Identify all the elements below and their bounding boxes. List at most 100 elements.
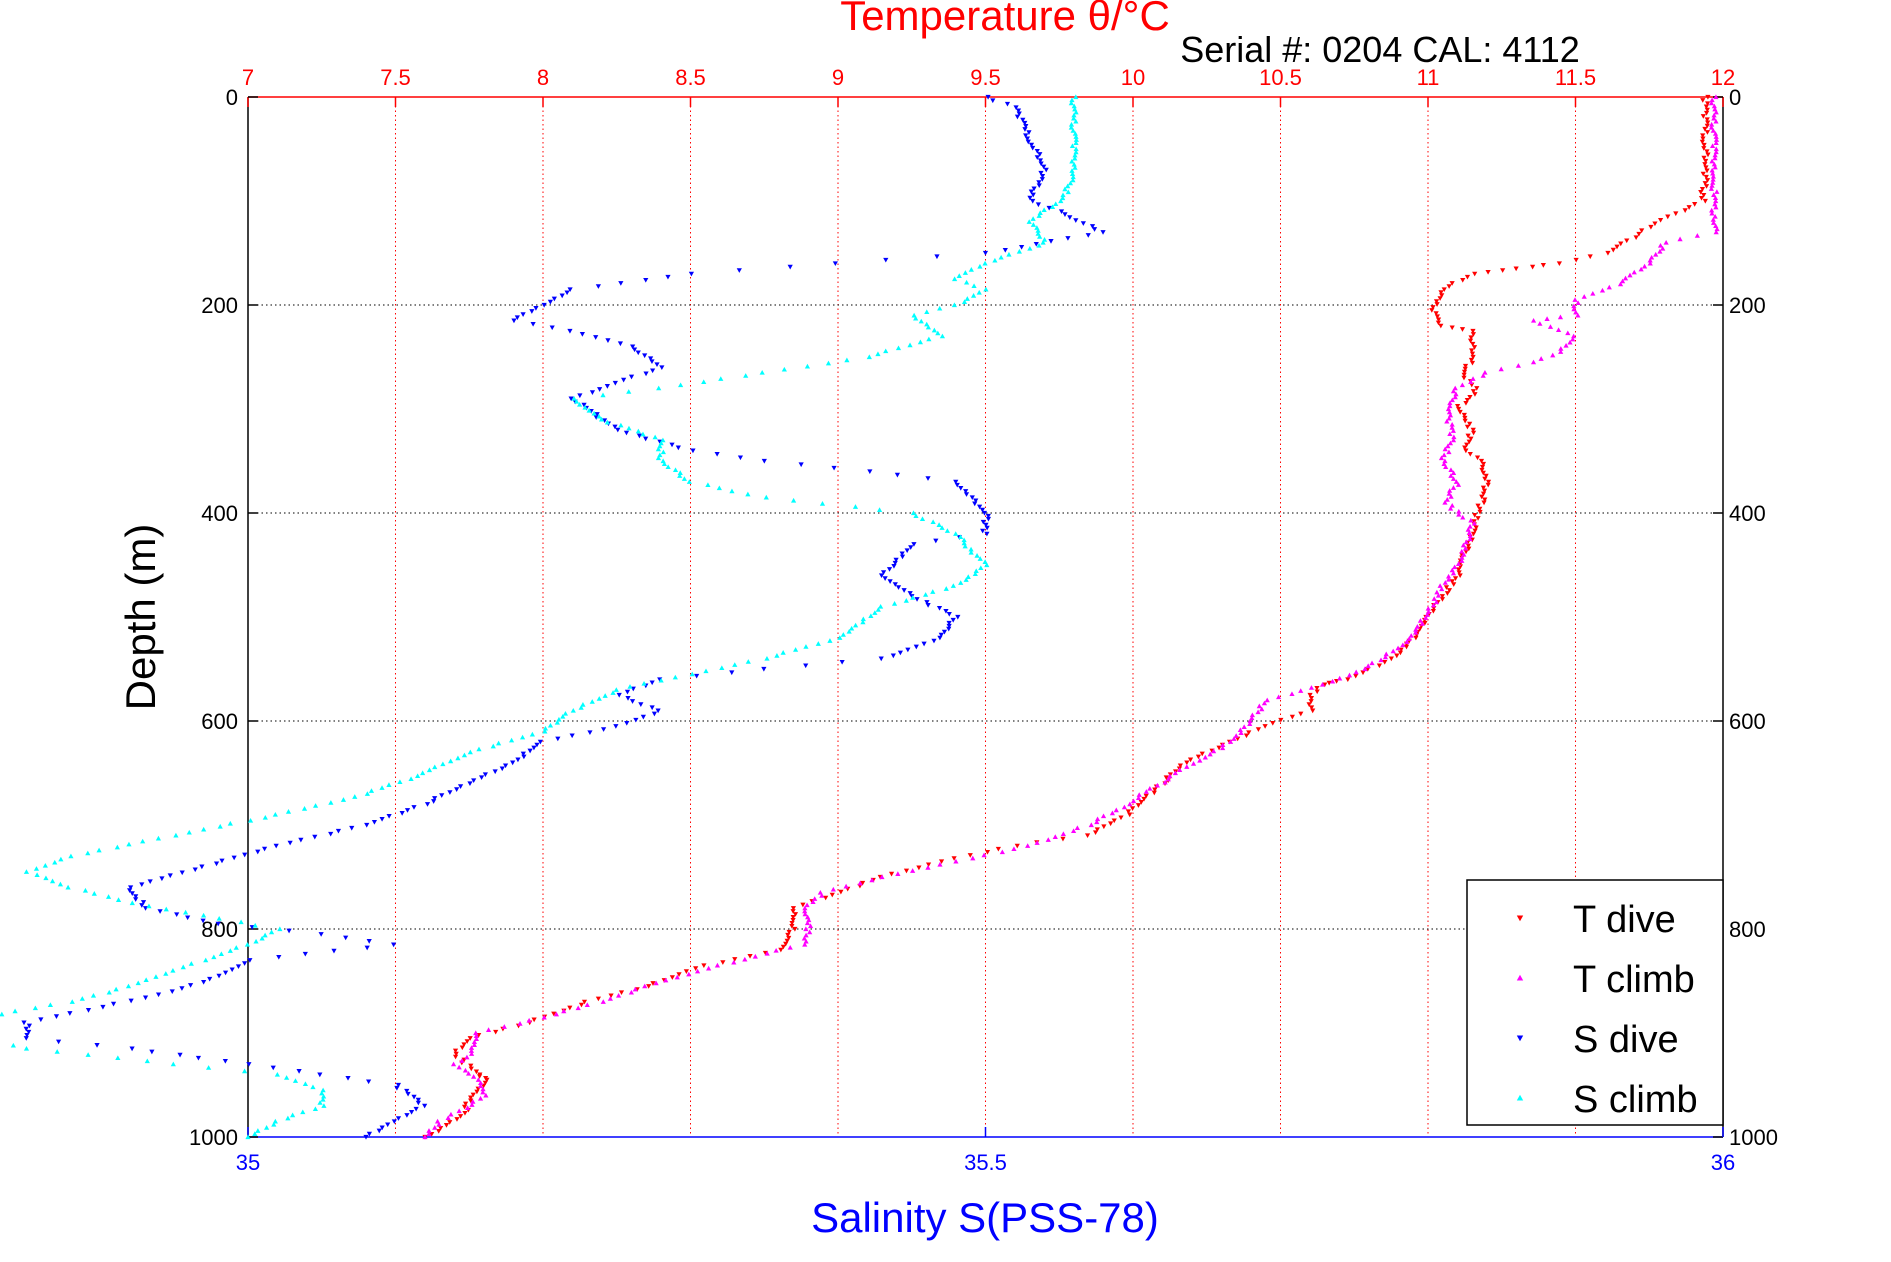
data-point: [1431, 596, 1437, 601]
data-point: [1403, 644, 1410, 650]
data-point: [650, 981, 656, 986]
data-point: [1369, 660, 1375, 666]
data-point: [1434, 314, 1440, 320]
data-point: [564, 290, 570, 296]
data-point: [963, 489, 969, 494]
data-point: [473, 1036, 480, 1042]
data-point: [462, 1111, 468, 1116]
data-point: [955, 614, 961, 620]
data-point: [780, 650, 786, 655]
data-point: [971, 283, 977, 289]
data-point: [153, 974, 159, 979]
data-point: [819, 501, 826, 506]
data-point: [447, 790, 453, 795]
data-point: [907, 591, 913, 596]
data-point: [331, 948, 337, 954]
data-point: [1500, 268, 1506, 273]
data-point: [475, 1077, 481, 1082]
data-point: [1459, 555, 1465, 560]
data-point: [100, 1004, 106, 1010]
data-point: [1702, 162, 1708, 167]
data-point: [1462, 418, 1468, 424]
data-point: [1043, 167, 1049, 173]
data-point: [195, 1055, 202, 1061]
data-point: [1434, 302, 1440, 307]
data-point: [1138, 800, 1144, 805]
data-point: [541, 302, 547, 308]
data-point: [952, 276, 958, 282]
data-point: [1071, 115, 1077, 121]
data-point: [897, 650, 903, 656]
data-point: [937, 635, 943, 641]
data-point: [1039, 177, 1045, 182]
data-point: [931, 327, 937, 333]
data-point: [1089, 224, 1096, 229]
data-point: [1480, 485, 1487, 491]
data-point: [980, 519, 986, 525]
data-point: [1130, 798, 1137, 804]
data-point: [946, 620, 952, 626]
data-point: [616, 692, 622, 698]
data-point: [270, 1065, 276, 1071]
data-point: [1710, 170, 1716, 176]
data-point: [618, 281, 624, 286]
data-point: [298, 837, 304, 843]
data-point: [1121, 804, 1128, 810]
data-point: [1470, 328, 1476, 334]
data-point: [467, 749, 473, 755]
data-point: [660, 437, 666, 443]
data-point: [970, 855, 976, 861]
data-point: [547, 722, 554, 728]
data-point: [1006, 251, 1012, 257]
data-point: [1177, 767, 1183, 772]
data-point: [477, 1074, 483, 1079]
data-point: [946, 611, 952, 617]
data-point: [149, 1049, 155, 1055]
data-point: [1530, 359, 1537, 365]
data-point: [364, 791, 371, 796]
data-point: [317, 1100, 323, 1105]
data-point: [273, 843, 279, 849]
data-point: [1298, 688, 1304, 693]
data-point: [1199, 751, 1205, 757]
data-point: [600, 727, 607, 732]
data-point: [1227, 739, 1234, 744]
data-point: [1449, 579, 1455, 584]
data-point: [404, 1088, 410, 1094]
data-point: [701, 379, 707, 385]
data-point: [1308, 696, 1315, 701]
data-point: [984, 525, 990, 531]
data-point: [887, 579, 893, 584]
data-point: [1439, 586, 1445, 592]
data-point: [1446, 491, 1452, 496]
data-point: [1065, 236, 1071, 241]
data-point: [1544, 316, 1550, 321]
data-point: [363, 1134, 369, 1140]
data-point: [1448, 494, 1454, 499]
data-point: [274, 1072, 280, 1077]
data-point: [1710, 220, 1717, 225]
temperature-tick-label: 11.5: [1555, 65, 1596, 90]
data-point: [1441, 287, 1447, 292]
data-point: [439, 793, 445, 798]
data-point: [899, 551, 905, 557]
data-point: [473, 1069, 480, 1075]
data-point: [1714, 189, 1720, 194]
data-point: [1070, 177, 1076, 183]
data-point: [886, 567, 893, 572]
data-point: [613, 724, 619, 729]
temperature-tick-label: 10.5: [1259, 65, 1302, 90]
data-point: [129, 1046, 135, 1052]
data-point: [1464, 424, 1471, 430]
data-point: [1452, 576, 1459, 581]
data-point: [1468, 335, 1474, 341]
temperature-tick-label: 8: [537, 65, 549, 90]
data-point: [1404, 639, 1410, 645]
data-point: [147, 879, 153, 885]
data-point: [485, 1027, 492, 1032]
data-point: [1468, 517, 1474, 523]
temperature-tick-label: 11: [1417, 65, 1440, 90]
data-point: [206, 1065, 212, 1070]
data-point: [1647, 260, 1653, 266]
data-point: [1567, 339, 1573, 345]
